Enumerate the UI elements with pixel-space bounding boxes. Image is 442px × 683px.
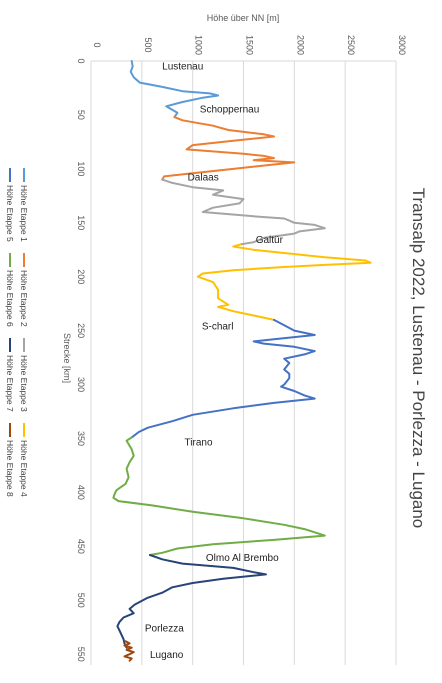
- series-line-etappe-4: [196, 243, 372, 321]
- legend-label: Höhe Etappe 7: [5, 355, 15, 412]
- series-line-etappe-2: [161, 116, 296, 181]
- elevation-tick-label: 1500: [245, 35, 255, 55]
- legend: Höhe Etappe 1 Höhe Etappe 2 Höhe Etappe 3 H…: [5, 168, 29, 497]
- elevation-axis-title: Höhe über NN [m]: [207, 13, 280, 23]
- distance-axis-ticks: 0 50 100 150 200 250 300 350 400 450 500 550: [76, 58, 86, 661]
- distance-axis-title: Strecke [km]: [62, 333, 72, 383]
- legend-label: Höhe Etappe 8: [5, 440, 15, 497]
- elevation-tick-label: 2000: [295, 35, 305, 55]
- place-label: Schoppernau: [200, 104, 259, 115]
- place-label: Tirano: [185, 438, 213, 449]
- chart-title: Transalp 2022, Lustenau - Porlezza - Lug…: [409, 188, 428, 529]
- place-label: Lugano: [150, 650, 184, 661]
- legend-label: Höhe Etappe 3: [19, 355, 29, 412]
- legend-label: Höhe Etappe 6: [5, 270, 15, 327]
- place-label: Lustenau: [162, 61, 203, 72]
- series-lines: [112, 60, 372, 662]
- elevation-tick-label: 2500: [346, 35, 356, 55]
- distance-tick-label: 550: [76, 647, 86, 662]
- place-labels: Lustenau Schoppernau Dalaas Galtür S-charl Ti…: [145, 61, 284, 661]
- series-line-etappe-8: [123, 640, 135, 662]
- legend-items: Höhe Etappe 1 Höhe Etappe 2 Höhe Etappe 3 H…: [5, 168, 29, 497]
- place-label: Dalaas: [188, 172, 219, 183]
- elevation-tick-label: 500: [143, 37, 153, 52]
- legend-label: Höhe Etappe 5: [5, 185, 15, 242]
- distance-tick-label: 0: [76, 58, 86, 63]
- distance-tick-label: 500: [76, 593, 86, 608]
- distance-tick-label: 300: [76, 377, 86, 392]
- series-line-etappe-1: [129, 60, 220, 119]
- distance-tick-label: 150: [76, 215, 86, 230]
- series-line-etappe-3: [161, 178, 326, 246]
- grid: [90, 60, 397, 665]
- distance-tick-label: 450: [76, 539, 86, 554]
- place-label: S-charl: [202, 321, 234, 332]
- series-line-etappe-5: [130, 318, 316, 439]
- legend-label: Höhe Etappe 2: [19, 270, 29, 327]
- legend-label: Höhe Etappe 1: [19, 185, 29, 242]
- distance-tick-label: 250: [76, 323, 86, 338]
- distance-tick-label: 400: [76, 485, 86, 500]
- elevation-tick-label: 3000: [397, 35, 407, 55]
- distance-tick-label: 50: [76, 110, 86, 120]
- series-line-etappe-6: [112, 436, 326, 556]
- legend-label: Höhe Etappe 4: [19, 440, 29, 497]
- elevation-axis-ticks: 0 500 1000 1500 2000 2500 3000: [92, 35, 407, 55]
- distance-tick-label: 350: [76, 431, 86, 446]
- place-label: Olmo Al Brembo: [206, 553, 279, 564]
- distance-tick-label: 100: [76, 161, 86, 176]
- series-line-etappe-7: [116, 554, 267, 649]
- elevation-tick-label: 1000: [194, 35, 204, 55]
- place-label: Porlezza: [145, 623, 184, 634]
- elevation-tick-label: 0: [92, 42, 102, 47]
- distance-tick-label: 200: [76, 269, 86, 284]
- place-label: Galtür: [256, 235, 284, 246]
